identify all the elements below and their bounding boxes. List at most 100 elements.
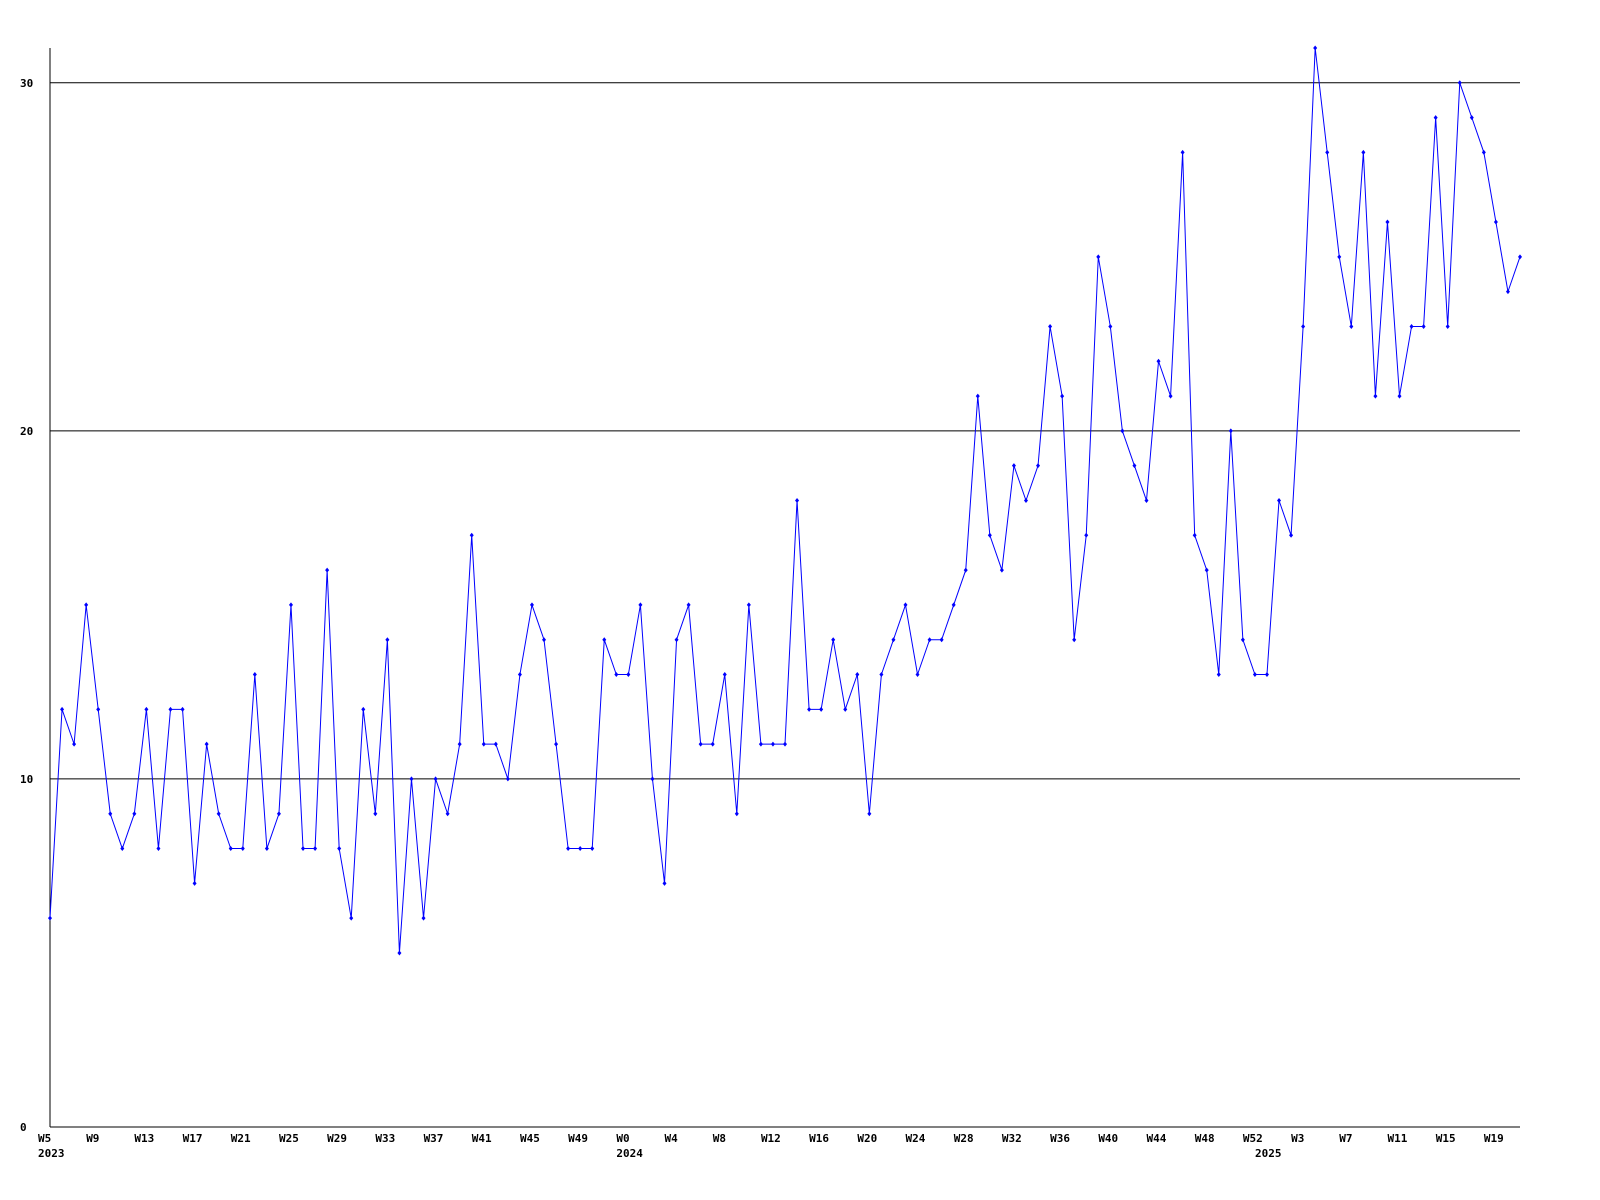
data-point xyxy=(1313,45,1318,51)
data-point xyxy=(963,567,968,573)
data-point xyxy=(385,637,390,643)
data-point xyxy=(1060,393,1065,399)
x-tick-label: W49 xyxy=(568,1132,588,1145)
data-point xyxy=(96,706,101,712)
data-point xyxy=(879,672,884,678)
data-point xyxy=(903,602,908,608)
data-point xyxy=(1457,80,1462,86)
data-point xyxy=(819,706,824,712)
data-point xyxy=(1156,358,1161,364)
y-tick-label: 0 xyxy=(20,1121,27,1134)
data-point xyxy=(517,672,522,678)
data-point xyxy=(397,950,402,956)
data-point xyxy=(1204,567,1209,573)
data-point xyxy=(108,811,113,817)
data-point xyxy=(276,811,281,817)
data-point xyxy=(1120,428,1125,434)
x-tick-label: W40 xyxy=(1098,1132,1118,1145)
data-point xyxy=(855,672,860,678)
data-point xyxy=(1132,463,1137,469)
data-point xyxy=(288,602,293,608)
x-tick-label: W24 xyxy=(906,1132,926,1145)
data-point xyxy=(927,637,932,643)
data-point xyxy=(264,846,269,852)
data-point xyxy=(1505,289,1510,295)
x-tick-label: W28 xyxy=(954,1132,974,1145)
data-point xyxy=(1349,323,1354,329)
data-point xyxy=(1023,497,1028,503)
data-point xyxy=(349,915,354,921)
data-point xyxy=(228,846,233,852)
data-point xyxy=(999,567,1004,573)
data-point xyxy=(891,637,896,643)
x-tick-label: W8 xyxy=(713,1132,726,1145)
data-point xyxy=(783,741,787,747)
year-label: 2023 xyxy=(38,1147,65,1160)
data-point xyxy=(734,811,739,817)
data-point xyxy=(1409,323,1414,329)
data-point xyxy=(1373,393,1378,399)
data-point xyxy=(1240,637,1245,643)
x-tick-label: W21 xyxy=(231,1132,251,1145)
data-point xyxy=(1481,149,1486,155)
data-point xyxy=(1325,149,1330,155)
data-point xyxy=(1289,532,1294,538)
data-point xyxy=(1301,323,1306,329)
x-tick-label: W4 xyxy=(665,1132,679,1145)
x-tick-label: W19 xyxy=(1484,1132,1504,1145)
data-point xyxy=(710,741,715,747)
data-point xyxy=(1433,115,1438,121)
data-point xyxy=(204,741,209,747)
y-tick-label: 20 xyxy=(20,425,33,438)
x-tick-label: W12 xyxy=(761,1132,781,1145)
data-point xyxy=(1180,149,1185,155)
data-point xyxy=(1108,323,1113,329)
data-point xyxy=(325,567,330,573)
data-point xyxy=(1385,219,1390,225)
x-tick-label: W36 xyxy=(1050,1132,1070,1145)
data-point xyxy=(698,741,703,747)
x-tick-label: W20 xyxy=(857,1132,877,1145)
data-point xyxy=(1337,254,1342,260)
data-point xyxy=(746,602,751,608)
data-point xyxy=(481,741,486,747)
data-point xyxy=(445,811,450,817)
data-point xyxy=(493,741,498,747)
x-tick-label: W17 xyxy=(183,1132,203,1145)
y-tick-label: 30 xyxy=(20,77,33,90)
data-point xyxy=(156,846,161,852)
data-point xyxy=(758,741,763,747)
x-tick-label: W52 xyxy=(1243,1132,1263,1145)
x-tick-label: W29 xyxy=(327,1132,347,1145)
data-point xyxy=(1445,323,1450,329)
data-point xyxy=(120,846,125,852)
data-point xyxy=(770,741,775,747)
data-point xyxy=(168,706,173,712)
data-point xyxy=(337,846,342,852)
year-label: 2024 xyxy=(616,1147,643,1160)
data-point xyxy=(1096,254,1101,260)
year-label: 2025 xyxy=(1255,1147,1282,1160)
data-point xyxy=(252,672,257,678)
data-point xyxy=(662,880,667,886)
data-point xyxy=(529,602,534,608)
data-point xyxy=(409,776,414,782)
data-point xyxy=(72,741,77,747)
data-point xyxy=(975,393,980,399)
x-tick-label: W0 xyxy=(616,1132,629,1145)
data-point xyxy=(1048,323,1053,329)
data-point xyxy=(1228,428,1233,434)
x-tick-label: W48 xyxy=(1195,1132,1215,1145)
data-point xyxy=(469,532,474,538)
data-point xyxy=(1252,672,1257,678)
data-point xyxy=(542,637,547,643)
x-tick-label: W16 xyxy=(809,1132,829,1145)
y-tick-label: 10 xyxy=(20,773,33,786)
data-point xyxy=(84,602,89,608)
x-tick-label: W37 xyxy=(424,1132,444,1145)
x-tick-label: W41 xyxy=(472,1132,492,1145)
data-point xyxy=(867,811,872,817)
data-point xyxy=(60,706,65,712)
data-point xyxy=(915,672,920,678)
